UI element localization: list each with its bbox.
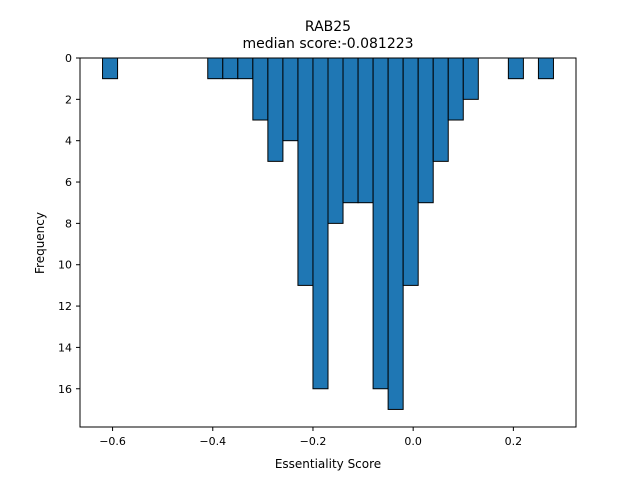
chart-subtitle: median score:-0.081223	[242, 36, 413, 52]
axes: −0.6 −0.4 −0.2 0.0 0.2 0 2 4 6 8 10 12 14 16	[58, 52, 577, 448]
histogram-bar	[462, 57, 479, 100]
x-tick-label: 0.0	[404, 435, 422, 448]
histogram-bar	[507, 57, 524, 80]
histogram-bar	[207, 57, 224, 80]
histogram-bar	[372, 57, 389, 390]
y-tick-label: 2	[65, 93, 72, 106]
histogram-bar	[267, 57, 284, 162]
y-tick-label: 6	[65, 176, 72, 189]
histogram-bar	[432, 57, 449, 162]
histogram-bar	[327, 57, 344, 224]
x-tick-label: 0.2	[505, 435, 523, 448]
x-tick-label: −0.2	[300, 435, 327, 448]
x-axis-label: Essentiality Score	[275, 457, 381, 471]
histogram-bar	[387, 57, 404, 410]
y-tick-label: 4	[65, 135, 72, 148]
y-tick-label: 12	[58, 300, 72, 313]
x-tick-label: −0.6	[99, 435, 126, 448]
histogram-bar	[357, 57, 374, 204]
x-tick-label: −0.4	[199, 435, 226, 448]
histogram-bar	[342, 57, 359, 204]
y-tick-label: 10	[58, 259, 72, 272]
histogram-bars	[102, 57, 554, 410]
y-tick-label: 16	[58, 383, 72, 396]
y-axis-label: Frequency	[33, 212, 47, 274]
y-tick-label: 14	[58, 341, 72, 354]
chart-title: RAB25	[305, 19, 351, 35]
histogram-bar	[252, 57, 269, 121]
histogram-bar	[402, 57, 419, 286]
histogram-bar	[297, 57, 314, 286]
histogram-bar	[312, 57, 329, 390]
histogram-bar	[222, 57, 239, 80]
histogram-bar	[237, 57, 254, 80]
y-tick-label: 0	[65, 52, 72, 65]
y-tick-label: 8	[65, 217, 72, 230]
plot-frame	[79, 57, 577, 428]
histogram-bar	[447, 57, 464, 121]
histogram-bar	[102, 57, 119, 80]
histogram-bar	[537, 57, 554, 80]
histogram-bar	[282, 57, 299, 142]
histogram-bar	[417, 57, 434, 204]
